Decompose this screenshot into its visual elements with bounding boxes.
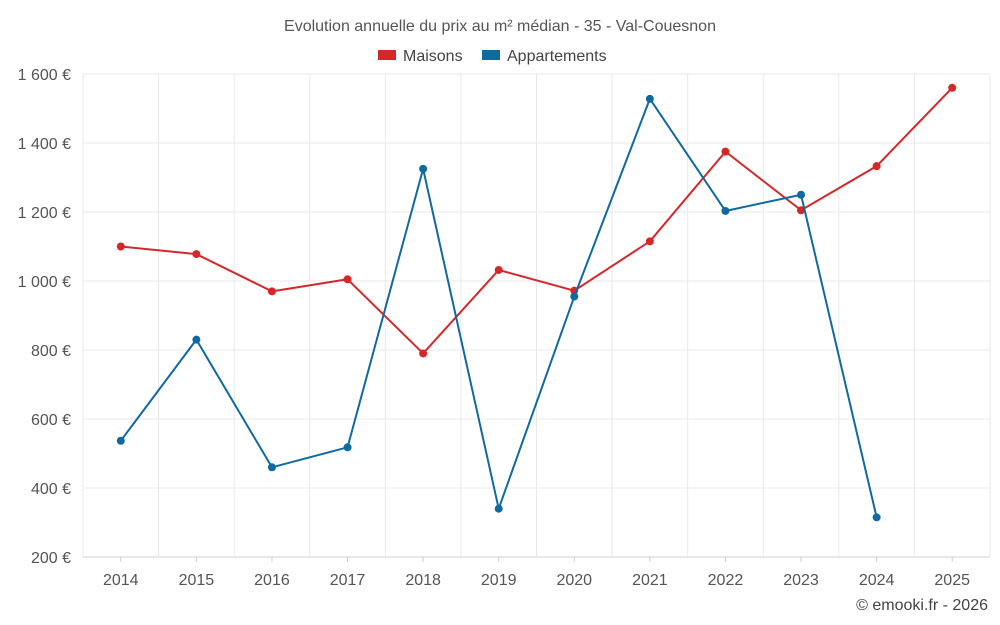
series-group xyxy=(116,83,957,522)
y-tick-label: 1 400 € xyxy=(18,136,71,153)
x-axis: 2014 2015 2016 2017 2018 2019 2020 2021 2022 2023… xyxy=(103,557,970,589)
data-point-maisons[interactable] xyxy=(797,206,806,215)
data-point-maisons[interactable] xyxy=(948,83,957,92)
series-appartements xyxy=(116,94,881,522)
x-tick-label: 2021 xyxy=(632,572,668,589)
y-tick-label: 400 € xyxy=(31,481,71,498)
data-point-appartements[interactable] xyxy=(267,463,276,472)
data-point-maisons[interactable] xyxy=(721,147,730,156)
y-tick-label: 1 200 € xyxy=(18,205,71,222)
data-point-maisons[interactable] xyxy=(494,265,503,274)
data-point-appartements[interactable] xyxy=(192,335,201,344)
x-tick-label: 2024 xyxy=(859,572,895,589)
legend-label: Maisons xyxy=(403,48,463,65)
x-tick-label: 2020 xyxy=(556,572,592,589)
data-point-appartements[interactable] xyxy=(343,443,352,452)
data-point-maisons[interactable] xyxy=(645,237,654,246)
x-tick-label: 2025 xyxy=(934,572,970,589)
legend-item-appartements[interactable]: Appartements xyxy=(482,48,607,65)
x-tick-label: 2017 xyxy=(330,572,366,589)
x-tick-label: 2022 xyxy=(708,572,744,589)
data-point-maisons[interactable] xyxy=(116,242,125,251)
y-tick-label: 600 € xyxy=(31,412,71,429)
x-tick-label: 2014 xyxy=(103,572,139,589)
y-tick-label: 200 € xyxy=(31,550,71,567)
y-tick-label: 800 € xyxy=(31,343,71,360)
data-point-appartements[interactable] xyxy=(419,164,428,173)
data-point-appartements[interactable] xyxy=(116,436,125,445)
data-point-maisons[interactable] xyxy=(872,162,881,171)
legend-label: Appartements xyxy=(507,48,607,65)
chart-title: Evolution annuelle du prix au m² médian … xyxy=(284,18,716,35)
legend: Maisons Appartements xyxy=(378,48,607,65)
y-tick-label: 1 000 € xyxy=(18,274,71,291)
data-point-appartements[interactable] xyxy=(645,94,654,103)
data-point-maisons[interactable] xyxy=(192,250,201,259)
x-tick-label: 2016 xyxy=(254,572,290,589)
x-tick-label: 2018 xyxy=(405,572,441,589)
credit-text: © emooki.fr - 2026 xyxy=(856,597,988,614)
y-tick-label: 1 600 € xyxy=(18,67,71,84)
data-point-appartements[interactable] xyxy=(721,206,730,215)
y-axis: 200 € 400 € 600 € 800 € 1 000 € 1 200 € 1 400 … xyxy=(18,67,71,567)
x-tick-label: 2015 xyxy=(179,572,215,589)
legend-item-maisons[interactable]: Maisons xyxy=(378,48,463,65)
data-point-appartements[interactable] xyxy=(872,513,881,522)
data-point-maisons[interactable] xyxy=(267,287,276,296)
legend-swatch xyxy=(378,50,396,60)
legend-swatch xyxy=(482,50,500,60)
series-line-maisons xyxy=(120,87,953,355)
data-point-appartements[interactable] xyxy=(797,190,806,199)
data-point-maisons[interactable] xyxy=(343,275,352,284)
grid xyxy=(82,73,991,558)
data-point-appartements[interactable] xyxy=(494,504,503,513)
x-tick-label: 2019 xyxy=(481,572,517,589)
data-point-appartements[interactable] xyxy=(570,292,579,301)
x-tick-label: 2023 xyxy=(783,572,819,589)
data-point-maisons[interactable] xyxy=(419,349,428,358)
